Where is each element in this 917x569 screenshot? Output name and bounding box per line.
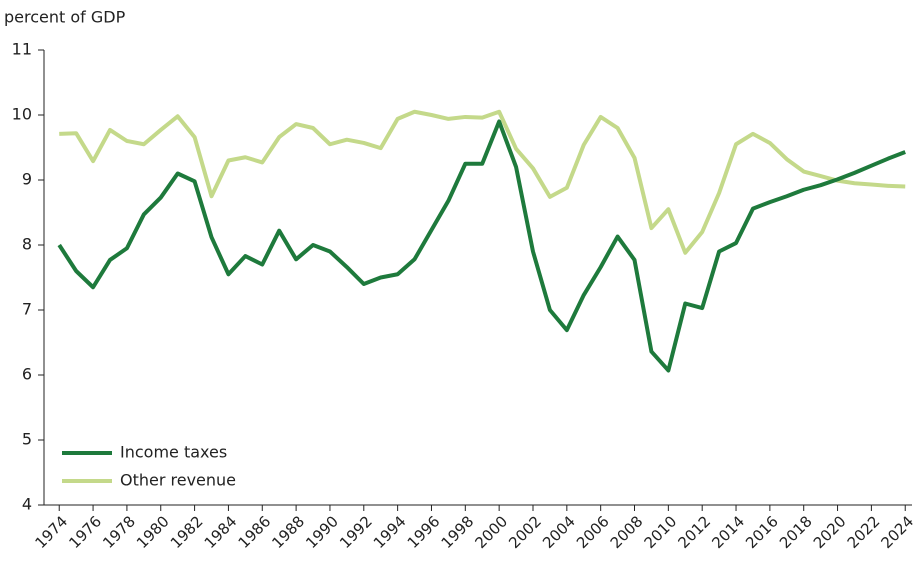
y-axis-label: percent of GDP: [4, 8, 126, 27]
x-tick-label: 2000: [471, 512, 511, 552]
x-tick-label: 2002: [505, 512, 545, 552]
x-tick-label: 2022: [844, 512, 884, 552]
x-tick-label: 2010: [641, 512, 681, 552]
y-tick-label: 11: [12, 40, 32, 59]
legend-label: Other revenue: [120, 471, 236, 490]
x-tick-label: 2008: [607, 512, 647, 552]
x-tick-label: 2012: [674, 512, 714, 552]
x-tick-label: 2020: [810, 512, 850, 552]
x-tick-label: 1994: [370, 512, 410, 552]
y-tick-label: 8: [22, 235, 32, 254]
x-tick-label: 2004: [539, 512, 579, 552]
y-tick-label: 6: [22, 365, 32, 384]
y-tick-label: 10: [12, 105, 32, 124]
x-tick-label: 1992: [336, 512, 376, 552]
y-tick-label: 9: [22, 170, 32, 189]
x-tick-label: 2018: [776, 512, 816, 552]
x-tick-label: 2024: [878, 512, 917, 552]
x-tick-label: 1986: [235, 512, 275, 552]
series-line: [57, 119, 906, 373]
series-line: [59, 109, 906, 255]
x-tick-label: 1996: [404, 512, 444, 552]
x-tick-label: 1984: [201, 512, 241, 552]
y-tick-label: 4: [22, 495, 32, 514]
x-tick-label: 1982: [167, 512, 207, 552]
x-tick-label: 2016: [742, 512, 782, 552]
x-tick-label: 1988: [268, 512, 308, 552]
legend-label: Income taxes: [120, 443, 227, 462]
y-tick-label: 7: [22, 300, 32, 319]
x-tick-label: 2006: [573, 512, 613, 552]
x-tick-label: 1976: [65, 512, 105, 552]
y-tick-label: 5: [22, 430, 32, 449]
x-tick-label: 1978: [99, 512, 139, 552]
x-tick-label: 1974: [32, 512, 72, 552]
x-tick-label: 1980: [133, 512, 173, 552]
x-tick-label: 1998: [438, 512, 478, 552]
x-tick-label: 2014: [708, 512, 748, 552]
x-tick-label: 1990: [302, 512, 342, 552]
